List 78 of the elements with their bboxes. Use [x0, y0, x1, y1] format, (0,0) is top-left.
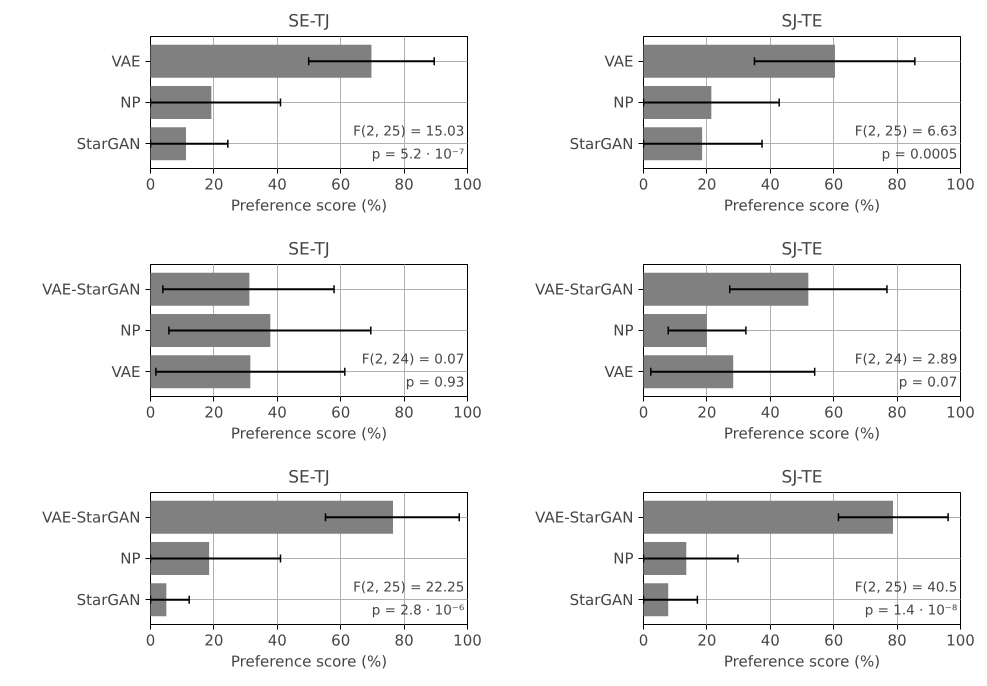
x-tick-label: 20	[204, 404, 224, 422]
annotation: p = 5.2 · 10⁻⁷	[372, 146, 464, 162]
annotation: p = 0.07	[898, 374, 958, 390]
x-tick-label: 100	[453, 404, 482, 422]
x-tick-label: 60	[824, 176, 844, 194]
y-tick-label: VAE-StarGAN	[535, 280, 634, 298]
x-tick-label: 60	[824, 632, 844, 650]
x-tick-label: 20	[204, 632, 224, 650]
annotation: F(2, 24) = 0.07	[362, 352, 464, 368]
x-tick-label: 40	[268, 632, 287, 650]
x-axis-title: Preference score (%)	[230, 652, 388, 670]
x-tick-label: 80	[394, 176, 414, 194]
annotation: F(2, 25) = 22.25	[353, 580, 464, 596]
y-tick-label: VAE	[111, 362, 141, 381]
y-tick-label: NP	[120, 322, 141, 340]
x-tick-label: 0	[638, 404, 648, 422]
y-tick-label: NP	[613, 322, 634, 340]
y-tick-label: VAE-StarGAN	[42, 508, 141, 526]
x-tick-label: 20	[697, 632, 716, 650]
chart-title: SE-TJ	[288, 240, 330, 260]
x-tick-label: 100	[453, 632, 482, 650]
x-tick-label: 80	[888, 176, 907, 194]
y-tick-label: StarGAN	[76, 134, 141, 153]
y-tick-label: NP	[120, 94, 141, 112]
y-tick-label: VAE	[111, 52, 141, 70]
annotation: p = 1.4 · 10⁻⁸	[864, 602, 958, 618]
y-tick-label: VAE-StarGAN	[535, 508, 634, 526]
chart-title: SE-TJ	[288, 12, 330, 32]
y-tick-label: NP	[613, 94, 634, 112]
x-tick-label: 40	[760, 632, 780, 650]
y-tick-label: StarGAN	[570, 134, 634, 153]
x-tick-label: 60	[824, 404, 844, 422]
x-tick-label: 40	[760, 404, 780, 422]
y-tick-label: NP	[613, 550, 634, 568]
x-axis-title: Preference score (%)	[724, 424, 880, 442]
x-tick-label: 60	[331, 404, 350, 422]
chart-title: SJ-TE	[782, 240, 822, 260]
annotation: F(2, 24) = 2.89	[854, 352, 958, 368]
x-axis-title: Preference score (%)	[724, 652, 880, 670]
chart-title: SJ-TE	[782, 12, 822, 32]
x-axis-title: Preference score (%)	[230, 424, 388, 442]
x-tick-label: 40	[268, 176, 287, 194]
y-tick-label: StarGAN	[76, 590, 141, 609]
x-tick-label: 60	[331, 632, 350, 650]
x-tick-label: 20	[697, 404, 716, 422]
annotation: F(2, 25) = 15.03	[353, 124, 464, 140]
x-tick-label: 60	[331, 176, 350, 194]
x-tick-label: 0	[146, 404, 156, 422]
annotation: F(2, 25) = 40.5	[854, 580, 958, 596]
annotation: p = 2.8 · 10⁻⁶	[372, 602, 464, 618]
annotation: p = 0.93	[406, 374, 464, 390]
x-axis-title: Preference score (%)	[230, 196, 388, 214]
annotation: p = 0.0005	[882, 146, 958, 162]
y-tick-label: VAE	[604, 52, 634, 70]
y-tick-label: VAE	[604, 362, 634, 381]
x-tick-label: 0	[638, 176, 648, 194]
y-tick-label: StarGAN	[570, 590, 634, 609]
x-tick-label: 40	[268, 404, 287, 422]
y-tick-label: VAE-StarGAN	[42, 280, 141, 298]
x-tick-label: 0	[146, 632, 156, 650]
x-tick-label: 100	[946, 632, 975, 650]
x-tick-label: 100	[453, 176, 482, 194]
x-tick-label: 80	[394, 404, 414, 422]
x-tick-label: 20	[697, 176, 716, 194]
chart-title: SJ-TE	[782, 468, 822, 488]
x-tick-label: 0	[638, 632, 648, 650]
x-tick-label: 80	[888, 404, 907, 422]
x-tick-label: 80	[888, 632, 907, 650]
x-tick-label: 40	[760, 176, 780, 194]
annotation: F(2, 25) = 6.63	[854, 124, 958, 140]
x-tick-label: 20	[204, 176, 224, 194]
x-tick-label: 0	[146, 176, 156, 194]
x-tick-label: 100	[946, 404, 975, 422]
x-axis-title: Preference score (%)	[724, 196, 880, 214]
x-tick-label: 80	[394, 632, 414, 650]
chart-title: SE-TJ	[288, 468, 330, 488]
x-tick-label: 100	[946, 176, 975, 194]
y-tick-label: NP	[120, 550, 141, 568]
